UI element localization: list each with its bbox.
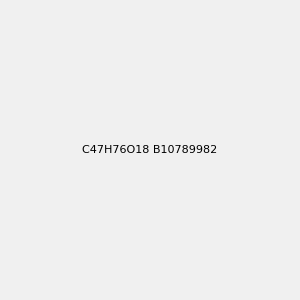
Text: C47H76O18 B10789982: C47H76O18 B10789982 bbox=[82, 145, 218, 155]
